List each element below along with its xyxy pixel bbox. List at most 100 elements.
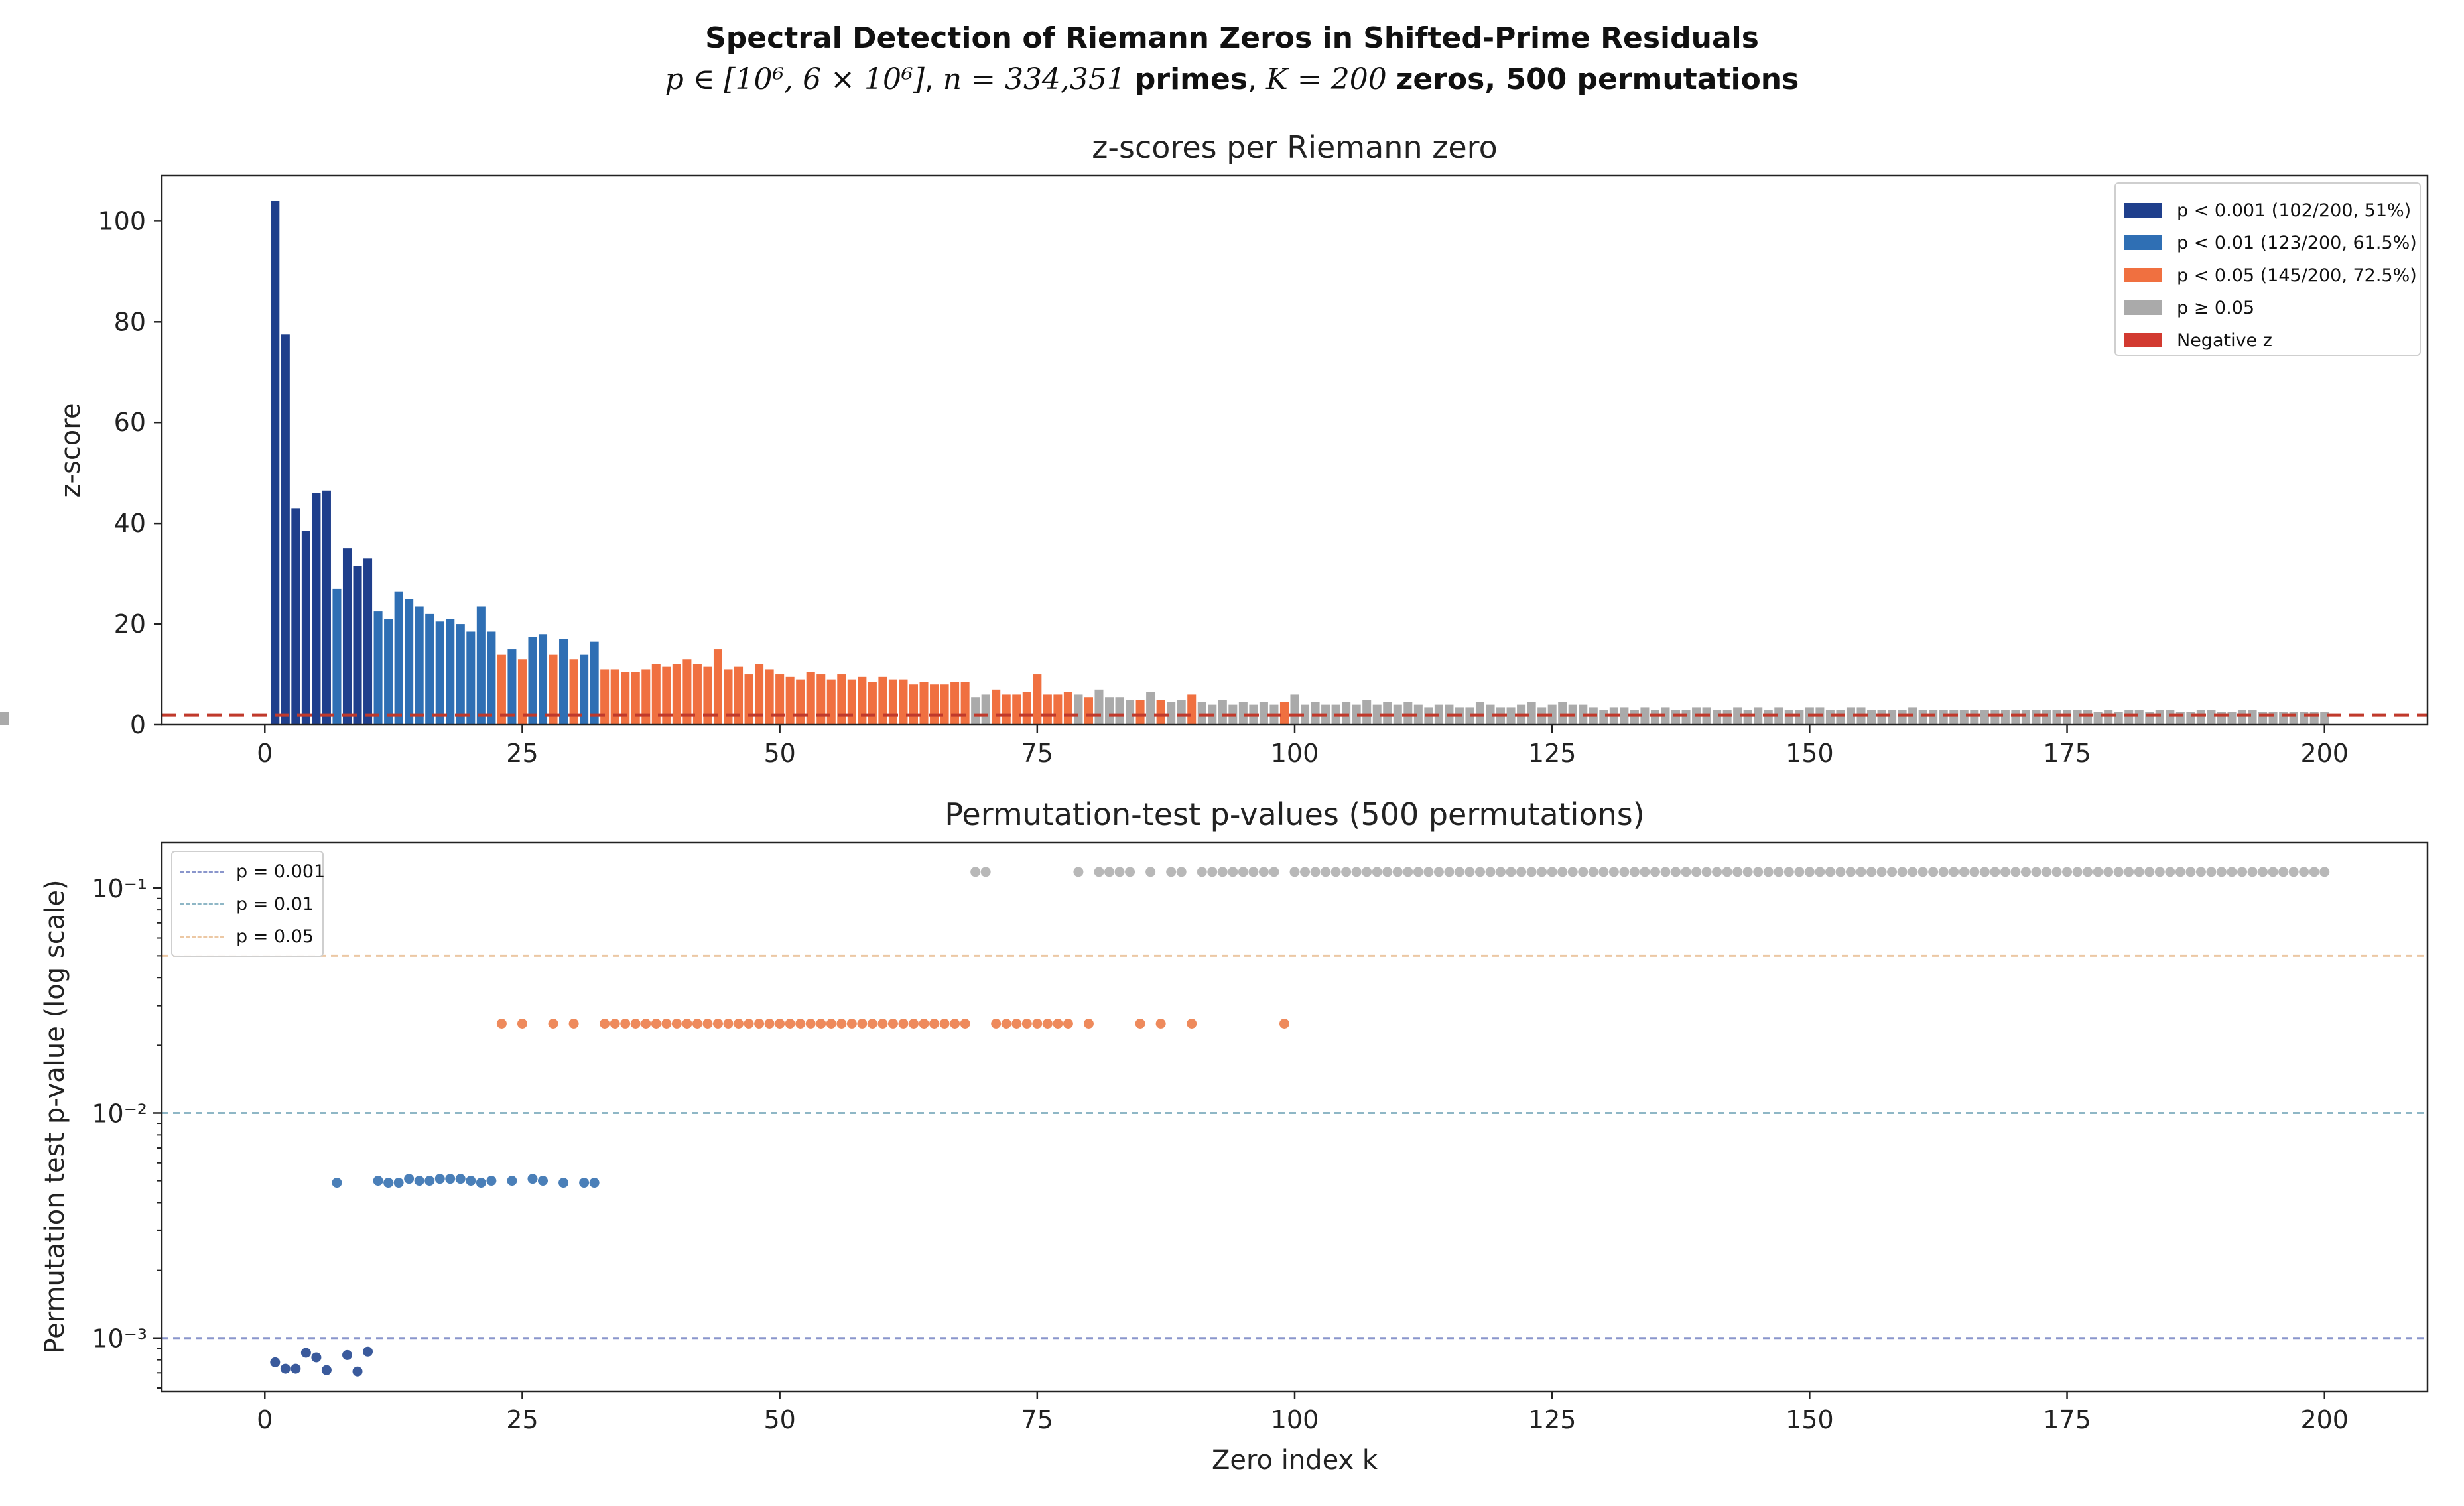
legend-label: p < 0.01 (123/200, 61.5%): [2177, 232, 2417, 253]
zscore-bar: [487, 631, 496, 725]
pvalue-point: [877, 1018, 888, 1029]
pvalue-legend-entry: p = 0.01: [172, 888, 314, 920]
zscore-bar: [1187, 694, 1197, 725]
zscore-bar: [590, 641, 599, 725]
pvalue-point: [651, 1018, 661, 1029]
pvalue-point: [1279, 1018, 1289, 1029]
pvalue-point: [1021, 1018, 1032, 1029]
zscore-bar: [1547, 704, 1557, 725]
pvalue-point: [2000, 867, 2010, 877]
pvalue-point: [1897, 867, 1908, 877]
zscore-bar: [2083, 710, 2093, 725]
zscore-bar: [1413, 704, 1423, 725]
zscore-bar: [1754, 707, 1763, 725]
pvalue-point: [1042, 1018, 1053, 1029]
pvalue-point: [1990, 867, 2000, 877]
zscore-bar: [1218, 700, 1227, 725]
zscore-x-tick-label: 175: [2043, 739, 2091, 768]
pvalue-point: [1959, 867, 1969, 877]
pvalue-point: [1207, 867, 1218, 877]
pvalue-point: [393, 1178, 404, 1188]
zscore-y-tick-label: 100: [97, 206, 146, 235]
pvalue-point: [270, 1357, 281, 1367]
pvalue-point: [1341, 867, 1352, 877]
zscore-bar: [1104, 697, 1114, 725]
zscore-bar: [2196, 710, 2205, 725]
pvalue-point: [1485, 867, 1496, 877]
zscore-bar: [2104, 710, 2113, 725]
pvalue-point: [867, 1018, 877, 1029]
zscore-bar: [610, 669, 619, 725]
zscore-bar: [826, 679, 836, 725]
zscore-bar: [1743, 710, 1752, 725]
pvalue-point: [1845, 867, 1856, 877]
zscore-bar: [384, 619, 393, 725]
zscore-bar: [1764, 710, 1773, 725]
pvalue-point: [1763, 867, 1774, 877]
pvalue-point: [300, 1348, 311, 1358]
legend-swatch: [2124, 268, 2162, 282]
pvalue-point: [661, 1018, 672, 1029]
zscore-y-tick-label: 20: [114, 609, 146, 639]
zscore-bar: [1167, 702, 1176, 725]
zscore-bar: [1795, 710, 1804, 725]
zscore-bar: [2207, 710, 2216, 725]
pvalue-point: [486, 1176, 497, 1186]
pvalue-point: [929, 1018, 940, 1029]
zscore-bar: [1949, 710, 1959, 725]
pvalue-point: [2041, 867, 2051, 877]
pvalue-point: [1454, 867, 1464, 877]
zscore-bar: [538, 634, 548, 725]
zscore-bar: [1640, 707, 1650, 725]
pvalue-point: [775, 1018, 785, 1029]
pvalue-point: [1083, 1018, 1094, 1029]
pvalue-point: [1660, 867, 1671, 877]
zscore-bar: [950, 682, 960, 725]
pvalue-point: [2113, 867, 2124, 877]
pvalue-point: [1403, 867, 1413, 877]
pvalue-point: [1351, 867, 1362, 877]
zscore-bar: [1918, 710, 1927, 725]
zscore-bar: [1671, 710, 1681, 725]
pvalue-point: [558, 1178, 569, 1188]
pvalue-point: [476, 1178, 486, 1188]
pvalue-point: [630, 1018, 641, 1029]
pvalue-point: [424, 1176, 435, 1186]
zscore-bar: [271, 200, 280, 725]
zscore-bar: [1465, 707, 1474, 725]
pvalue-point: [692, 1018, 702, 1029]
pvalue-y-tick-label: 10⁻³: [92, 1324, 147, 1353]
pvalue-point: [1114, 867, 1125, 877]
zscore-bar: [1661, 707, 1670, 725]
pvalue-point: [1722, 867, 1732, 877]
pvalue-legend: p = 0.001 p = 0.01 p = 0.05: [171, 851, 325, 957]
zscore-legend: p < 0.001 (102/200, 51%) p < 0.01 (123/20…: [2114, 182, 2421, 356]
pvalue-point: [1032, 1018, 1043, 1029]
pvalue-point: [1321, 867, 1331, 877]
pvalue-point: [1650, 867, 1660, 877]
pvalue-point: [795, 1018, 806, 1029]
pvalue-point: [991, 1018, 1002, 1029]
pvalue-point: [589, 1178, 600, 1188]
pvalue-legend-entry: p = 0.001: [172, 855, 325, 887]
pvalue-x-tick-label: 175: [2043, 1405, 2091, 1434]
zscore-bar: [2021, 710, 2030, 725]
pvalue-point: [2083, 867, 2093, 877]
pvalue-point: [1629, 867, 1640, 877]
pvalue-point: [744, 1018, 754, 1029]
figure-suptitle: Spectral Detection of Riemann Zeros in S…: [705, 21, 1759, 55]
zscore-bar: [724, 669, 733, 725]
pvalue-point: [1619, 867, 1630, 877]
zscore-bar: [1888, 710, 1897, 725]
zscore-plot-frame: [161, 174, 2429, 726]
zscore-bar: [1126, 700, 1135, 725]
zscore-bar: [1094, 689, 1104, 725]
pvalue-point: [1671, 867, 1681, 877]
legend-swatch: [2124, 333, 2162, 347]
zscore-bar: [1681, 710, 1691, 725]
zscore-bar: [301, 531, 310, 725]
zscore-bar: [291, 508, 300, 725]
zscore-bar: [1362, 700, 1372, 725]
zscore-bar: [456, 624, 465, 725]
pvalue-point: [1753, 867, 1764, 877]
